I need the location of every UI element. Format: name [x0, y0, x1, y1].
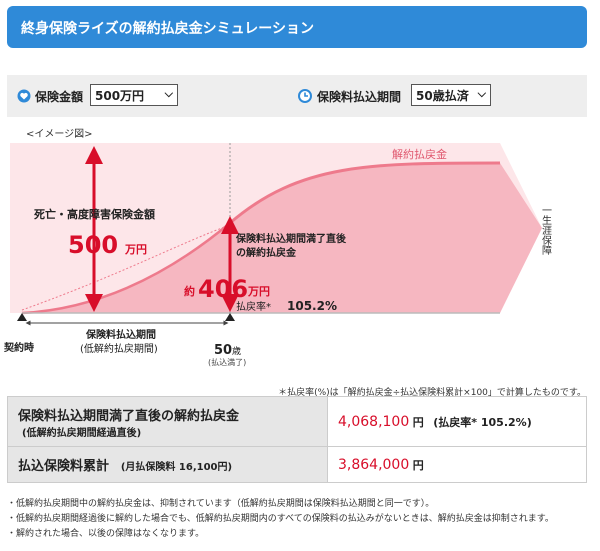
payment-period-select[interactable]: 50歳払済 ⌵: [411, 84, 491, 106]
period-line2: (低解約払戻期間): [80, 342, 158, 355]
row-label-cell: 保険料払込期間満了直後の解約払戻金 (低解約払戻期間経過直後): [7, 396, 328, 447]
surrender-unit: 万円: [247, 285, 270, 298]
rate-footnote: ＊払戻率(%)は「解約払戻金÷払込保険料累計×100」で計算したものです。: [278, 388, 586, 398]
row-label: 保険料払込期間満了直後の解約払戻金: [18, 408, 240, 424]
after-period-line1: 保険料払込期間満了直後: [235, 232, 347, 245]
about-prefix: 約: [184, 284, 195, 298]
table-row: 払込保険料累計 (月払保険料 16,100円) 3,864,000 円: [7, 446, 587, 483]
period-line1: 保険料払込期間: [85, 328, 156, 341]
table-row: 保険料払込期間満了直後の解約払戻金 (低解約払戻期間経過直後) 4,068,10…: [7, 396, 587, 447]
surrender-chart: <イメージ図> 死亡・高度障害保険金額 500 万円 解約払戻金 保険料払込期間…: [4, 128, 552, 367]
controls-bar: 保険金額 500万円 ⌵ 保険料払込期間 50歳払済 ⌵: [7, 75, 587, 117]
after-period-line2: の解約払戻金: [236, 246, 297, 259]
death-unit: 万円: [124, 243, 147, 256]
clock-icon: [298, 89, 312, 103]
surrender-rate: (払戻率* 105.2%): [433, 415, 532, 429]
death-benefit-label: 死亡・高度障害保険金額: [34, 207, 155, 221]
row-sublabel: (月払保険料 16,100円): [120, 462, 233, 473]
insurance-amount-select[interactable]: 500万円 ⌵: [90, 84, 178, 106]
result-table: 保険料払込期間満了直後の解約払戻金 (低解約払戻期間経過直後) 4,068,10…: [7, 396, 587, 483]
age-unit: 歳: [232, 345, 241, 357]
surrender-value: 4,068,100: [338, 413, 410, 430]
insurance-amount-label: 保険金額: [35, 90, 84, 104]
total-premium-value: 3,864,000: [338, 456, 410, 473]
surrender-curve: [229, 161, 501, 225]
note-item: ・低解約払戻期間経過後に解約した場合でも、低解約払戻期間内のすべての保険料の払込…: [7, 514, 554, 524]
low-surrender-area: [22, 223, 230, 313]
chevron-down-icon: ⌵: [477, 87, 486, 100]
rate-value: 105.2%: [287, 299, 337, 313]
age-number: 50: [214, 343, 232, 358]
age-sub: (払込満了): [208, 357, 246, 367]
payment-period-value: 50歳払済: [416, 89, 469, 103]
age-tick: [225, 313, 235, 321]
heart-icon: [17, 89, 31, 103]
surrender-curve-label: 解約払戻金: [392, 147, 447, 161]
surrender-value-unit: 円: [412, 415, 424, 429]
note-item: ・低解約払戻期間中の解約払戻金は、抑制されています（低解約払戻期間は保険料払込期…: [7, 499, 435, 509]
surrender-area: [230, 163, 542, 313]
lifetime-label: 一生涯保障: [540, 205, 552, 256]
low-surrender-curve: [21, 222, 231, 315]
total-premium-unit: 円: [412, 458, 424, 472]
notes: ・低解約払戻期間中の解約払戻金は、抑制されています（低解約払戻期間は保険料払込期…: [7, 497, 592, 542]
row-value-cell: 3,864,000 円: [327, 446, 587, 483]
page-title: 終身保険ライズの解約払戻金シミュレーション: [21, 21, 315, 37]
insurance-amount-value: 500万円: [95, 89, 145, 103]
row-sublabel: (低解約払戻期間経過直後): [22, 427, 142, 439]
contract-tick: [17, 313, 27, 321]
row-value-cell: 4,068,100 円 (払戻率* 105.2%): [327, 396, 587, 447]
chevron-down-icon: ⌵: [164, 87, 173, 100]
contract-label: 契約時: [4, 341, 34, 354]
image-label: <イメージ図>: [26, 128, 93, 140]
rate-label: 払戻率*: [236, 300, 271, 313]
row-label: 払込保険料累計: [18, 459, 110, 474]
surrender-amount: 406: [198, 275, 248, 303]
death-amount: 500: [68, 231, 118, 259]
page-header: 終身保険ライズの解約払戻金シミュレーション: [7, 6, 587, 48]
row-label-cell: 払込保険料累計 (月払保険料 16,100円): [7, 446, 328, 483]
payment-period-label: 保険料払込期間: [317, 90, 402, 104]
normal-curve-dotted: [21, 224, 231, 311]
note-item: ・解約された場合、以後の保障はなくなります。: [7, 529, 205, 539]
